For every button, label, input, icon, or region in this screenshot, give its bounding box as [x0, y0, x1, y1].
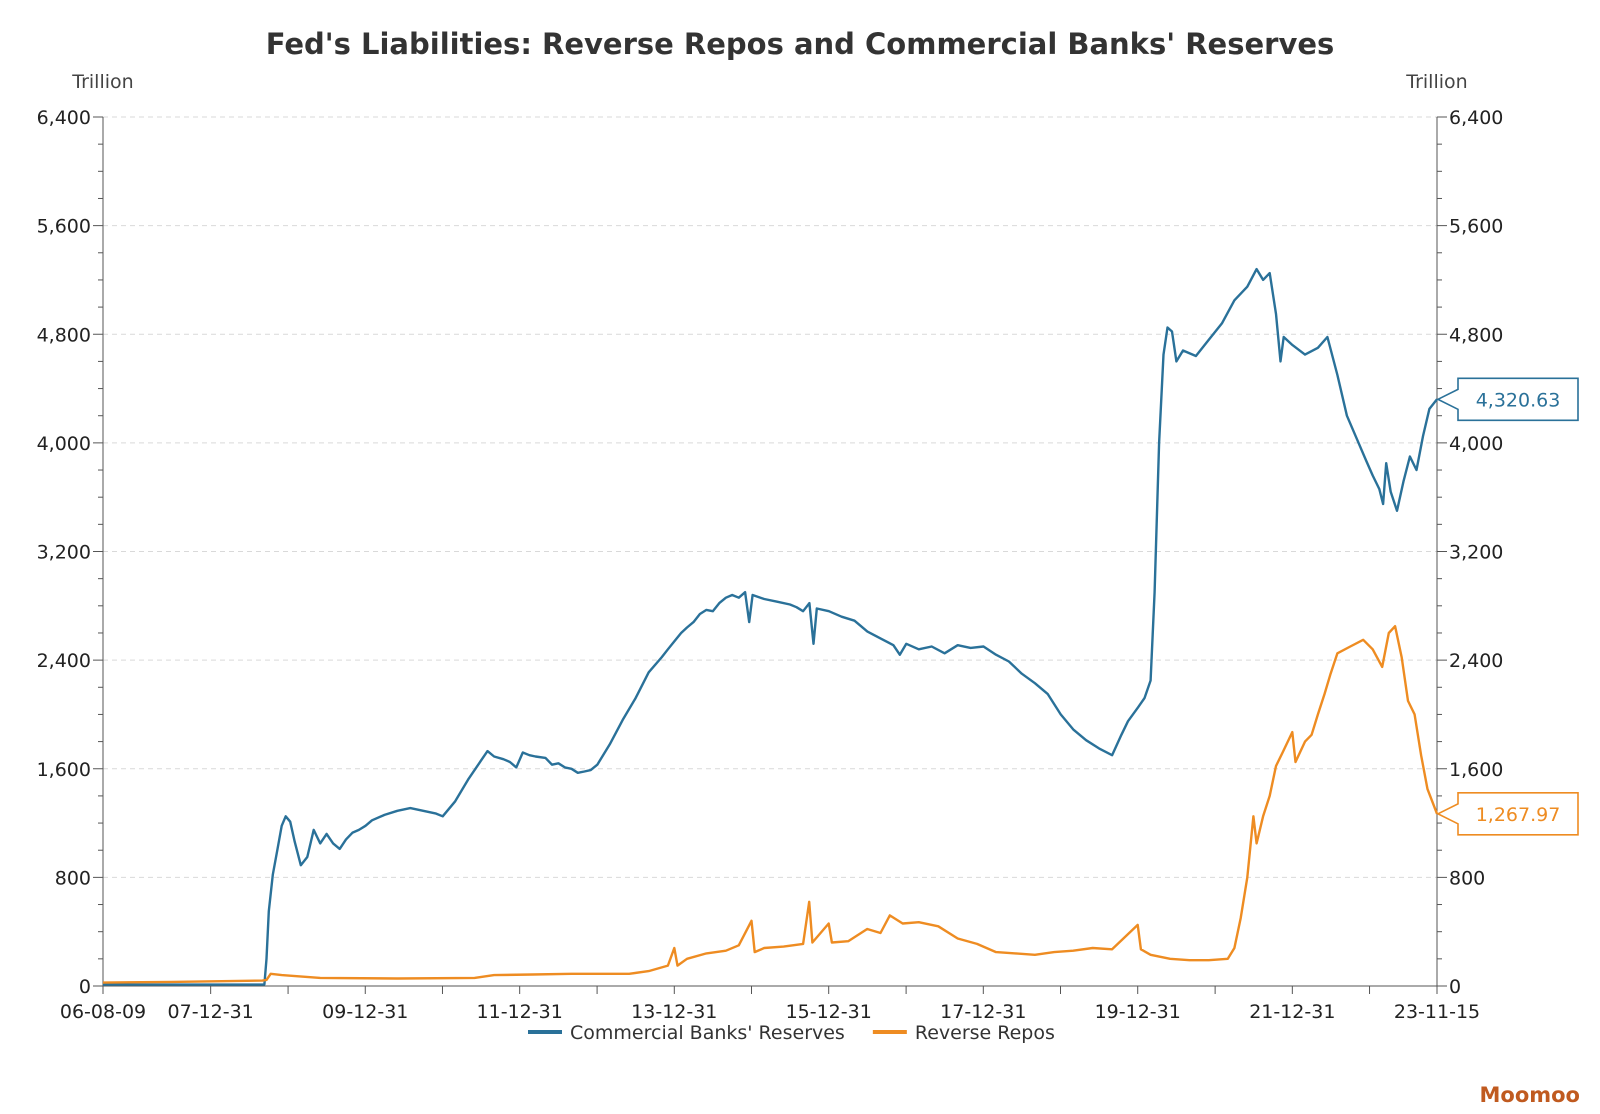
y-tick-label-right: 4,800 [1449, 324, 1503, 346]
callout-value: 1,267.97 [1476, 804, 1561, 826]
y-tick-label-left: 3,200 [37, 542, 91, 564]
x-tick-label: 17-12-31 [940, 1001, 1026, 1023]
callout-reverse-repos: 1,267.97 [1436, 792, 1579, 836]
y-tick-label-left: 800 [55, 867, 91, 889]
callout-value: 4,320.63 [1476, 389, 1561, 411]
x-tick-label: 23-11-15 [1394, 1001, 1480, 1023]
legend-label: Reverse Repos [915, 1022, 1055, 1044]
y-tick-label-left: 4,000 [37, 433, 91, 455]
y-tick-label-right: 6,400 [1449, 107, 1503, 129]
gridlines [103, 116, 1437, 878]
x-tick-label: 09-12-31 [322, 1001, 408, 1023]
x-tick-label: 13-12-31 [631, 1001, 717, 1023]
y-tick-label-left: 2,400 [37, 650, 91, 672]
y-tick-label-right: 3,200 [1449, 542, 1503, 564]
chart-title: Fed's Liabilities: Reverse Repos and Com… [266, 27, 1335, 61]
legend-item-reserves[interactable]: Commercial Banks' Reserves [528, 1022, 845, 1044]
callout-reserves: 4,320.63 [1436, 377, 1579, 422]
y-tick-label-left: 5,600 [37, 216, 91, 238]
y-tick-label-right: 0 [1449, 976, 1461, 998]
series-line-reverse-repos [102, 625, 1439, 984]
y-tick-label-left: 1,600 [37, 759, 91, 781]
y-tick-label-right: 800 [1449, 867, 1485, 889]
series-line-reserves [103, 267, 1438, 986]
right-axis-unit: Trillion [1405, 71, 1467, 93]
legend[interactable]: Commercial Banks' Reserves Reverse Repos [528, 1022, 1055, 1044]
legend-label: Commercial Banks' Reserves [570, 1022, 845, 1044]
x-tick-label: 15-12-31 [786, 1001, 872, 1023]
y-tick-label-left: 0 [79, 976, 91, 998]
last-value-callouts: 4,320.63 1,267.97 [1436, 377, 1579, 836]
x-tick-label: 06-08-09 [60, 1001, 146, 1023]
left-axis-unit: Trillion [71, 71, 133, 93]
y-tick-label-right: 2,400 [1449, 650, 1503, 672]
y-tick-label-right: 4,000 [1449, 433, 1503, 455]
axes: 0 0 800 800 1,600 1,600 2,400 2,400 3,200 3,200 4,… [37, 107, 1504, 1023]
brand-logo-text: Moomoo [1480, 1083, 1581, 1107]
x-tick-label: 07-12-31 [168, 1001, 254, 1023]
y-tick-label-right: 5,600 [1449, 216, 1503, 238]
callout-box [1436, 792, 1579, 836]
x-tick-label: 11-12-31 [477, 1001, 563, 1023]
x-tick-label: 19-12-31 [1095, 1001, 1181, 1023]
callout-box [1436, 377, 1579, 422]
legend-item-reverse-repos[interactable]: Reverse Repos [872, 1022, 1055, 1044]
y-tick-label-right: 1,600 [1449, 759, 1503, 781]
y-tick-label-left: 4,800 [37, 324, 91, 346]
x-tick-label: 21-12-31 [1249, 1001, 1335, 1023]
series-lines [102, 267, 1439, 986]
y-tick-label-left: 6,400 [37, 107, 91, 129]
